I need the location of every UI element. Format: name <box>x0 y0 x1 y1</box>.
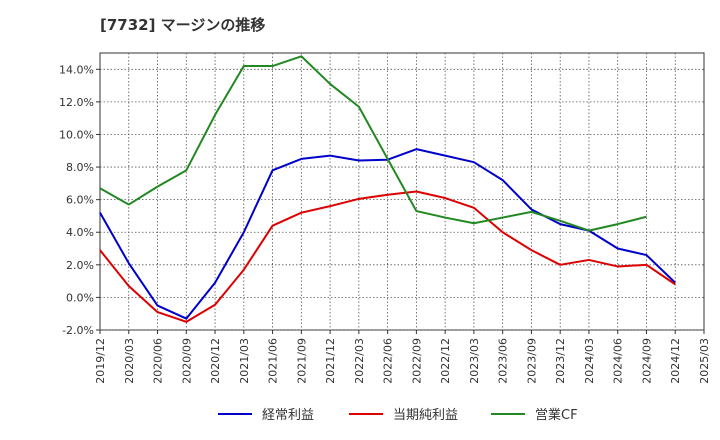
x-tick-label: 2024/06 <box>612 338 625 384</box>
y-tick-label: 2.0% <box>66 259 94 272</box>
x-tick-label: 2023/06 <box>497 338 510 384</box>
x-tick-label: 2021/03 <box>238 338 251 384</box>
x-tick-label: 2020/06 <box>152 338 165 384</box>
series-line <box>99 55 647 232</box>
x-tick-label: 2023/03 <box>468 338 481 384</box>
y-tick-label: 8.0% <box>66 161 94 174</box>
x-tick-label: 2020/12 <box>209 338 222 384</box>
x-tick-label: 2025/03 <box>698 338 711 384</box>
series-lines <box>99 55 676 323</box>
chart-title: [7732] マージンの推移 <box>100 16 266 34</box>
y-axis-ticks: -2.0% 0.0% 2.0% 4.0% 6.0% 8.0% 10.0% 12.0% 14.0% <box>59 63 100 337</box>
legend-label: 経常利益 <box>262 408 314 423</box>
x-tick-label: 2023/12 <box>554 338 567 384</box>
gridlines <box>100 53 704 331</box>
x-tick-label: 2019/12 <box>94 338 107 384</box>
y-tick-label: 12.0% <box>59 96 94 109</box>
x-axis-ticks: 2019/12 2020/03 2020/06 2020/09 2020/12 2021/… <box>94 330 711 384</box>
x-tick-label: 2020/09 <box>180 338 193 384</box>
legend: 経常利益 当期純利益 営業CF <box>218 407 578 423</box>
y-tick-label: 0.0% <box>66 291 94 304</box>
x-tick-label: 2022/09 <box>410 338 423 384</box>
x-tick-label: 2021/09 <box>295 338 308 384</box>
x-tick-label: 2023/09 <box>525 338 538 384</box>
x-tick-label: 2021/12 <box>324 338 337 384</box>
x-tick-label: 2022/03 <box>353 338 366 384</box>
x-tick-label: 2024/09 <box>640 338 653 384</box>
x-tick-label: 2024/12 <box>669 338 682 384</box>
y-tick-label: 4.0% <box>66 226 94 239</box>
x-tick-label: 2024/03 <box>583 338 596 384</box>
y-tick-label: 6.0% <box>66 194 94 207</box>
x-tick-label: 2022/06 <box>382 338 395 384</box>
y-tick-label: 10.0% <box>59 128 94 141</box>
x-tick-label: 2021/06 <box>267 338 280 384</box>
y-tick-label: -2.0% <box>62 324 94 337</box>
plot-area <box>99 52 705 331</box>
y-tick-label: 14.0% <box>59 63 94 76</box>
x-tick-label: 2020/03 <box>123 338 136 384</box>
legend-label: 営業CF <box>535 407 578 423</box>
legend-label: 当期純利益 <box>393 408 458 423</box>
series-line <box>99 190 676 323</box>
x-tick-label: 2022/12 <box>439 338 452 384</box>
